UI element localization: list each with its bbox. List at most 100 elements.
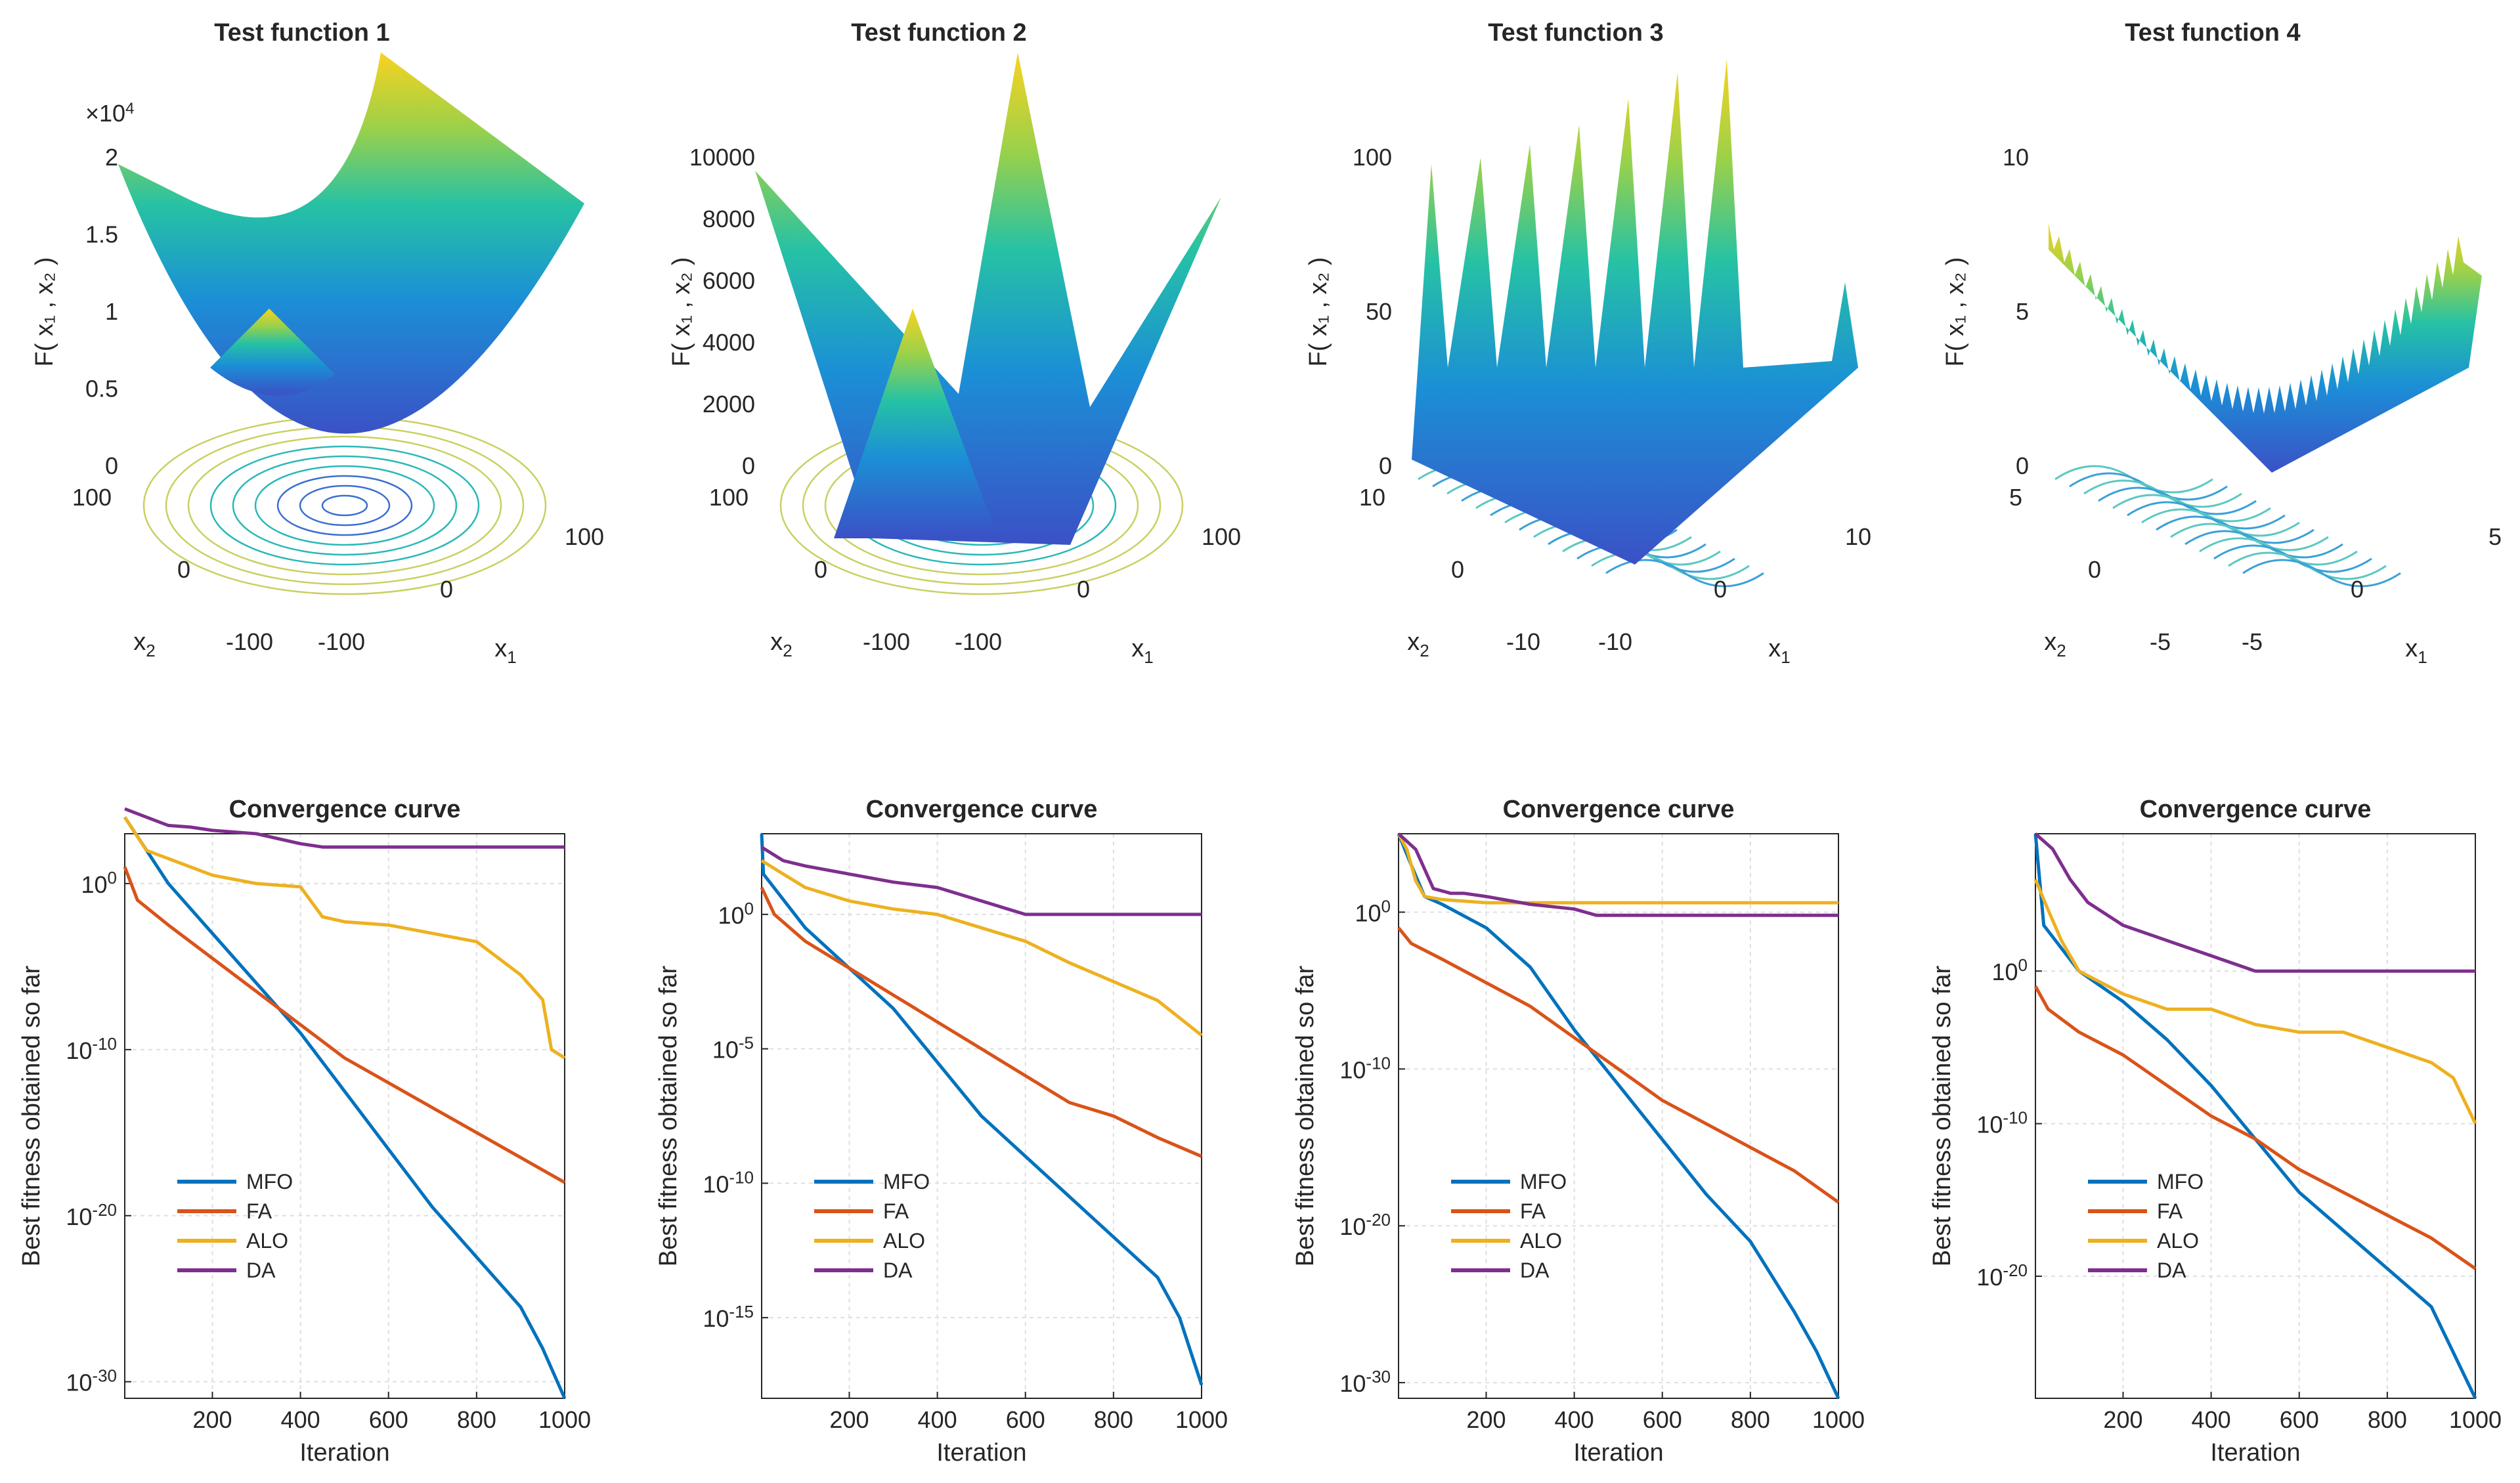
- y-tick-label: 10-20: [1339, 1210, 1391, 1240]
- x1-tick-label: 0: [1077, 576, 1090, 603]
- contour-line: [209, 445, 480, 566]
- x1-axis-label: x1: [1768, 635, 1790, 667]
- z-tick-label: 1: [105, 298, 118, 325]
- surface-plot-4: Test function 4 0 5 10 F( x₁ , x₂ ) 5 0 -5 -5 0 5 x…: [1942, 19, 2502, 667]
- x1-tick-label: 0: [2351, 576, 2364, 603]
- z-tick-label: 10000: [689, 144, 755, 171]
- x-tick-label: 1000: [1812, 1406, 1865, 1433]
- z-tick-label: 2: [105, 144, 118, 171]
- surface-title: Test function 1: [214, 19, 389, 47]
- x-tick-label: 400: [1555, 1406, 1594, 1433]
- y-axis-label: Best fitness obtained so far: [18, 965, 45, 1266]
- legend-label-alo: ALO: [883, 1229, 925, 1253]
- x2-axis-label: x2: [2044, 628, 2066, 660]
- x1-tick-label: -5: [2242, 628, 2263, 655]
- contour-line: [2242, 559, 2401, 588]
- x-tick-label: 400: [918, 1406, 957, 1433]
- z-axis-label: F( x₁ , x₂ ): [1305, 257, 1332, 367]
- x1-axis-label: x1: [1131, 635, 1153, 667]
- x-tick-label: 200: [829, 1406, 869, 1433]
- chart-title: Convergence curve: [2140, 796, 2372, 823]
- z-tick-label: 0: [1379, 452, 1392, 479]
- surface-mesh: [2049, 223, 2482, 473]
- y-tick-label: 100: [1355, 896, 1391, 926]
- z-tick-label: 5: [2016, 298, 2029, 325]
- x2-tick-label: -100: [863, 628, 910, 655]
- plot-frame: [761, 833, 1202, 1399]
- x1-tick-label: -100: [955, 628, 1002, 655]
- y-tick-label: 100: [718, 899, 754, 929]
- x1-tick-label: 10: [1845, 523, 1871, 550]
- series-line-da: [760, 846, 1202, 916]
- series-line-mfo: [1397, 833, 1840, 1400]
- series-line-mfo: [2033, 833, 2477, 1400]
- x1-axis-label: x1: [2405, 635, 2427, 667]
- y-tick-label: 10-20: [66, 1200, 117, 1230]
- legend-label-fa: FA: [2157, 1199, 2183, 1223]
- x-axis-label: Iteration: [2210, 1439, 2300, 1467]
- x2-tick-label: -100: [226, 628, 273, 655]
- y-tick-label: 10-15: [703, 1302, 754, 1332]
- x1-tick-label: 5: [2488, 523, 2502, 550]
- y-tick-label: 100: [1991, 955, 2028, 985]
- series-line-alo: [760, 859, 1203, 1037]
- x1-tick-label: 0: [440, 576, 453, 603]
- series-line-fa: [1397, 926, 1840, 1204]
- surface-face: [2049, 223, 2482, 473]
- x1-tick-label: 100: [565, 523, 604, 550]
- legend-label-mfo: MFO: [1520, 1170, 1567, 1193]
- legend-label-alo: ALO: [1520, 1229, 1562, 1253]
- contour-line: [254, 465, 435, 546]
- legend-label-alo: ALO: [2157, 1229, 2199, 1253]
- x-tick-label: 600: [2280, 1406, 2319, 1433]
- z-tick-label: 1.5: [85, 221, 118, 248]
- surface-mesh: [118, 53, 584, 434]
- y-tick-label: 10-30: [66, 1366, 117, 1396]
- y-tick-label: 10-5: [712, 1033, 754, 1064]
- series-line-mfo: [760, 833, 1204, 1386]
- surface-plot-2: Test function 20200040006000800010000F( …: [668, 19, 1241, 667]
- z-tick-label: 6000: [703, 267, 755, 294]
- contour-line: [187, 435, 502, 576]
- series-line-da: [124, 807, 565, 849]
- surface-plot-1: Test function 1 0 0.5 1 1.5 2 ×104 F( x₁ , x₂ )…: [31, 19, 604, 667]
- x2-tick-label: -10: [1506, 628, 1540, 655]
- z-tick-label: 100: [1353, 144, 1392, 171]
- x2-tick-label: -5: [2150, 628, 2171, 655]
- contour-lines: [2054, 465, 2401, 588]
- contour-line: [142, 416, 547, 595]
- y-axis-label: Best fitness obtained so far: [1928, 965, 1956, 1266]
- contour-line: [276, 475, 413, 536]
- x1-tick-label: -10: [1598, 628, 1632, 655]
- z-tick-label: 4000: [703, 329, 755, 356]
- convergence-chart-3: Convergence curve 200 400 600 800 1000 100 10-1…: [1292, 796, 1865, 1467]
- y-tick-label: 100: [81, 868, 117, 898]
- y-tick-label: 10-10: [703, 1167, 754, 1197]
- chart-title: Convergence curve: [866, 796, 1098, 823]
- surface-face: [755, 53, 1221, 545]
- x-axis-label: Iteration: [936, 1439, 1026, 1467]
- x-tick-label: 800: [1731, 1406, 1770, 1433]
- x1-tick-label: 0: [1714, 576, 1727, 603]
- y-axis-label: Best fitness obtained so far: [655, 965, 682, 1266]
- x2-tick-label: 0: [177, 556, 190, 583]
- x-tick-label: 1000: [2449, 1406, 2502, 1433]
- z-tick-label: 50: [1366, 298, 1392, 325]
- y-tick-label: 10-10: [1976, 1108, 2028, 1138]
- legend-label-da: DA: [246, 1258, 276, 1282]
- y-tick-label: 10-30: [1339, 1367, 1391, 1397]
- x2-tick-label: 100: [709, 484, 749, 511]
- x2-tick-label: 0: [1451, 556, 1464, 583]
- x-tick-label: 400: [2192, 1406, 2231, 1433]
- contour-line: [321, 494, 368, 517]
- surface-title: Test function 3: [1488, 19, 1663, 47]
- y-tick-label: 10-20: [1976, 1260, 2028, 1291]
- legend-label-alo: ALO: [246, 1229, 288, 1253]
- x-tick-label: 1000: [1175, 1406, 1228, 1433]
- legend-label-da: DA: [1520, 1258, 1550, 1282]
- x2-axis-label: x2: [133, 628, 155, 660]
- z-axis-label: F( x₁ , x₂ ): [1942, 257, 1969, 367]
- surface-face: [1412, 59, 1858, 565]
- contour-line: [165, 425, 525, 586]
